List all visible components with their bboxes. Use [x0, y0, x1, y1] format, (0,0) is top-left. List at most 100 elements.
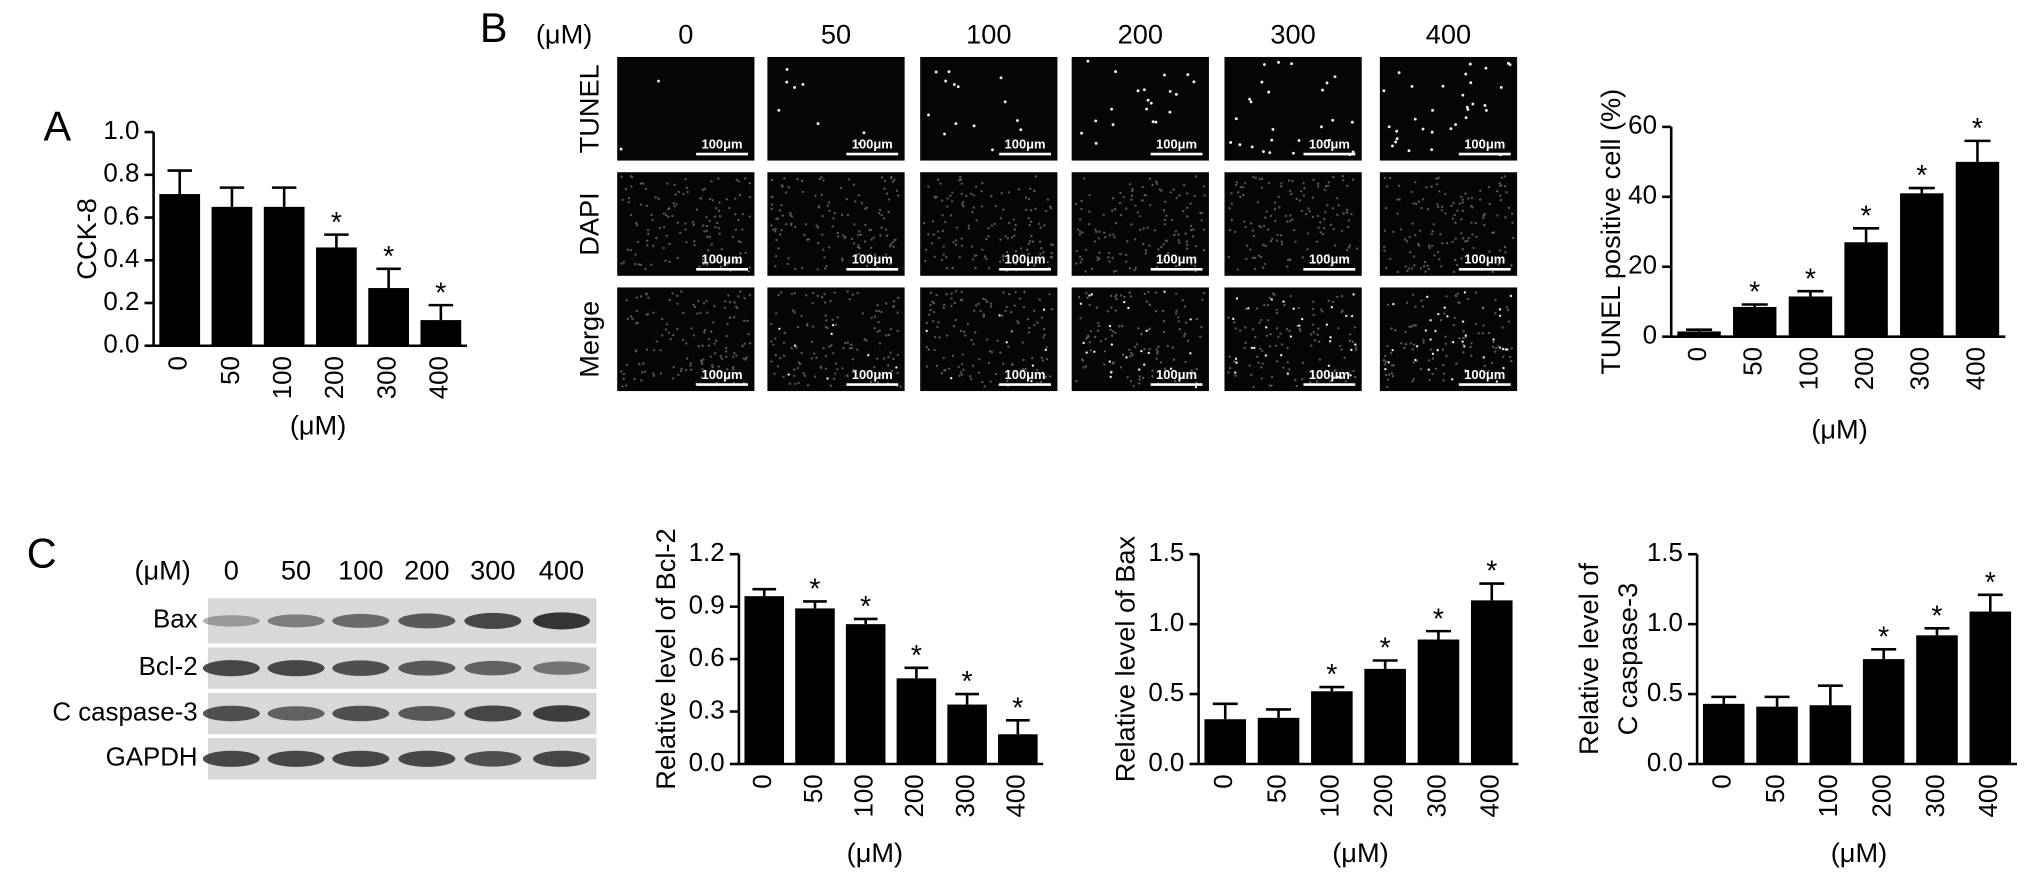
cell — [710, 180, 713, 183]
cell — [939, 182, 942, 185]
cell — [1340, 348, 1343, 351]
cell — [1190, 228, 1193, 232]
cell — [1088, 341, 1092, 344]
cell — [1483, 104, 1487, 107]
cell — [793, 86, 797, 89]
cell — [924, 248, 928, 251]
cell — [1454, 123, 1458, 126]
cell — [701, 258, 705, 261]
cell — [1504, 251, 1507, 254]
cell — [1270, 138, 1274, 142]
y-axis-label: Relative level of — [1573, 563, 1604, 755]
cell — [1137, 382, 1141, 385]
cell — [1194, 385, 1198, 389]
cell — [859, 233, 863, 236]
cell — [1413, 117, 1417, 121]
cell — [887, 364, 890, 367]
cell — [646, 244, 649, 247]
cell — [874, 257, 877, 260]
cell — [1354, 343, 1357, 346]
cell — [982, 313, 985, 316]
cell — [1390, 351, 1393, 355]
cell — [944, 79, 948, 83]
cell — [786, 262, 789, 266]
blot-band — [332, 705, 390, 722]
x-tick-label: 100 — [1815, 774, 1843, 817]
cell — [1353, 375, 1357, 379]
cell — [1412, 378, 1416, 381]
y-tick-label: 20 — [1628, 252, 1657, 280]
cell — [834, 362, 837, 365]
cell — [1262, 224, 1266, 228]
cell — [932, 301, 936, 305]
cell — [1027, 253, 1030, 256]
cell — [1310, 333, 1313, 336]
cell — [858, 230, 861, 233]
cell — [1119, 294, 1123, 297]
micrograph — [1071, 287, 1209, 392]
cell — [1405, 301, 1409, 304]
cell — [1329, 264, 1332, 267]
cell — [1312, 300, 1315, 304]
cell — [774, 227, 777, 231]
x-tick-label: 300 — [952, 774, 980, 817]
cell — [1086, 59, 1090, 63]
cell — [817, 206, 820, 209]
cell — [1326, 255, 1330, 258]
cell — [1155, 266, 1159, 269]
cell — [664, 213, 668, 217]
bar — [368, 288, 409, 346]
cell — [677, 373, 680, 377]
cell — [1426, 207, 1430, 211]
micrograph — [1224, 287, 1362, 392]
cell — [1263, 303, 1266, 307]
cell — [1336, 295, 1339, 299]
cell — [971, 364, 975, 367]
cell — [796, 178, 799, 181]
cell — [1107, 256, 1110, 259]
cell — [882, 357, 886, 360]
cell — [1413, 343, 1416, 346]
cell — [1340, 310, 1343, 314]
cell — [1329, 336, 1332, 339]
cell — [1488, 250, 1491, 253]
cell — [1283, 303, 1286, 307]
cell — [1080, 207, 1083, 211]
cell — [1252, 385, 1255, 389]
cell — [1250, 145, 1254, 149]
cell — [961, 353, 964, 356]
cell — [1326, 184, 1330, 188]
cell — [1311, 196, 1314, 199]
cell — [935, 364, 939, 368]
cell — [737, 295, 740, 298]
cell — [1471, 206, 1474, 209]
cell — [1159, 361, 1163, 364]
cell — [999, 216, 1003, 220]
cell — [801, 82, 805, 86]
cell — [954, 122, 958, 126]
cell — [960, 373, 964, 376]
cell — [699, 311, 702, 315]
cell — [1256, 355, 1259, 358]
cell — [727, 294, 730, 297]
cell — [1431, 352, 1435, 355]
cell — [1461, 93, 1465, 97]
cell — [744, 177, 747, 180]
cell — [950, 292, 953, 295]
cell — [1462, 330, 1465, 333]
cell — [925, 345, 928, 349]
cell — [1163, 223, 1166, 226]
cell — [1124, 253, 1128, 257]
cell — [713, 215, 717, 218]
cell — [1260, 80, 1264, 84]
cell — [1349, 374, 1352, 377]
cell — [1254, 335, 1257, 339]
cell — [1493, 350, 1497, 353]
cell — [1030, 379, 1033, 383]
cell — [731, 235, 734, 239]
cell — [1024, 196, 1028, 199]
cell — [1438, 190, 1441, 193]
cell — [1042, 327, 1046, 331]
cell — [1282, 300, 1285, 303]
cell — [1352, 293, 1355, 296]
